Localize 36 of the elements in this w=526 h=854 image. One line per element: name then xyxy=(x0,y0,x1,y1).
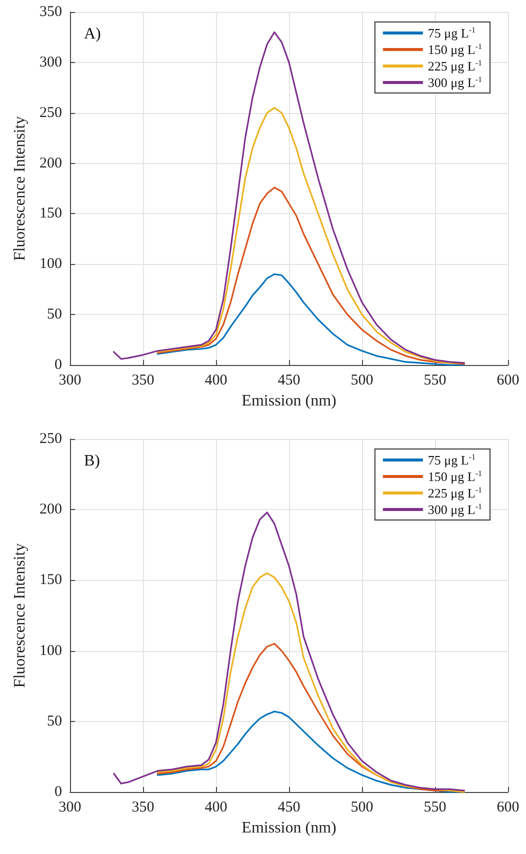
x-tick-label: 450 xyxy=(278,372,300,388)
y-tick-label: 100 xyxy=(40,256,62,272)
line-series xyxy=(156,107,465,364)
x-tick-label: 350 xyxy=(132,800,154,816)
line-series xyxy=(156,572,465,793)
x-tick-label: 550 xyxy=(424,800,446,816)
y-tick-label: 250 xyxy=(40,104,62,121)
x-tick-label: 350 xyxy=(132,372,154,388)
x-tick-label: 450 xyxy=(278,800,300,816)
x-tick-label: 600 xyxy=(496,800,520,816)
y-tick-label: 50 xyxy=(47,306,62,323)
line-series xyxy=(156,186,465,365)
x-axis-title: Emission (nm) xyxy=(242,819,336,836)
x-axis-title: Emission (nm) xyxy=(242,392,336,410)
x-tick-label: 600 xyxy=(496,372,520,388)
y-tick-label: 50 xyxy=(47,713,62,730)
y-tick-label: 0 xyxy=(54,784,62,800)
x-tick-label: 400 xyxy=(204,372,228,388)
x-tick-label: 500 xyxy=(350,800,374,816)
x-tick-label: 500 xyxy=(350,372,374,388)
y-tick-label: 250 xyxy=(40,431,62,447)
y-tick-label: 300 xyxy=(40,54,62,70)
y-axis-title: Fluorescence Intensity xyxy=(12,116,28,261)
y-tick-label: 100 xyxy=(40,642,62,659)
annotation: B) xyxy=(84,452,100,470)
y-tick-label: 350 xyxy=(40,4,62,20)
y-axis-title: Fluorescence Intensity xyxy=(12,543,28,688)
x-tick-label: 550 xyxy=(424,372,446,388)
y-tick-label: 150 xyxy=(40,572,62,588)
y-tick-label: 200 xyxy=(40,155,62,172)
annotation: A) xyxy=(84,26,101,42)
y-tick-label: 150 xyxy=(40,206,62,222)
y-tick-label: 0 xyxy=(54,357,62,373)
y-tick-label: 200 xyxy=(40,502,62,518)
x-tick-label: 400 xyxy=(204,800,228,816)
line-series xyxy=(156,273,465,366)
